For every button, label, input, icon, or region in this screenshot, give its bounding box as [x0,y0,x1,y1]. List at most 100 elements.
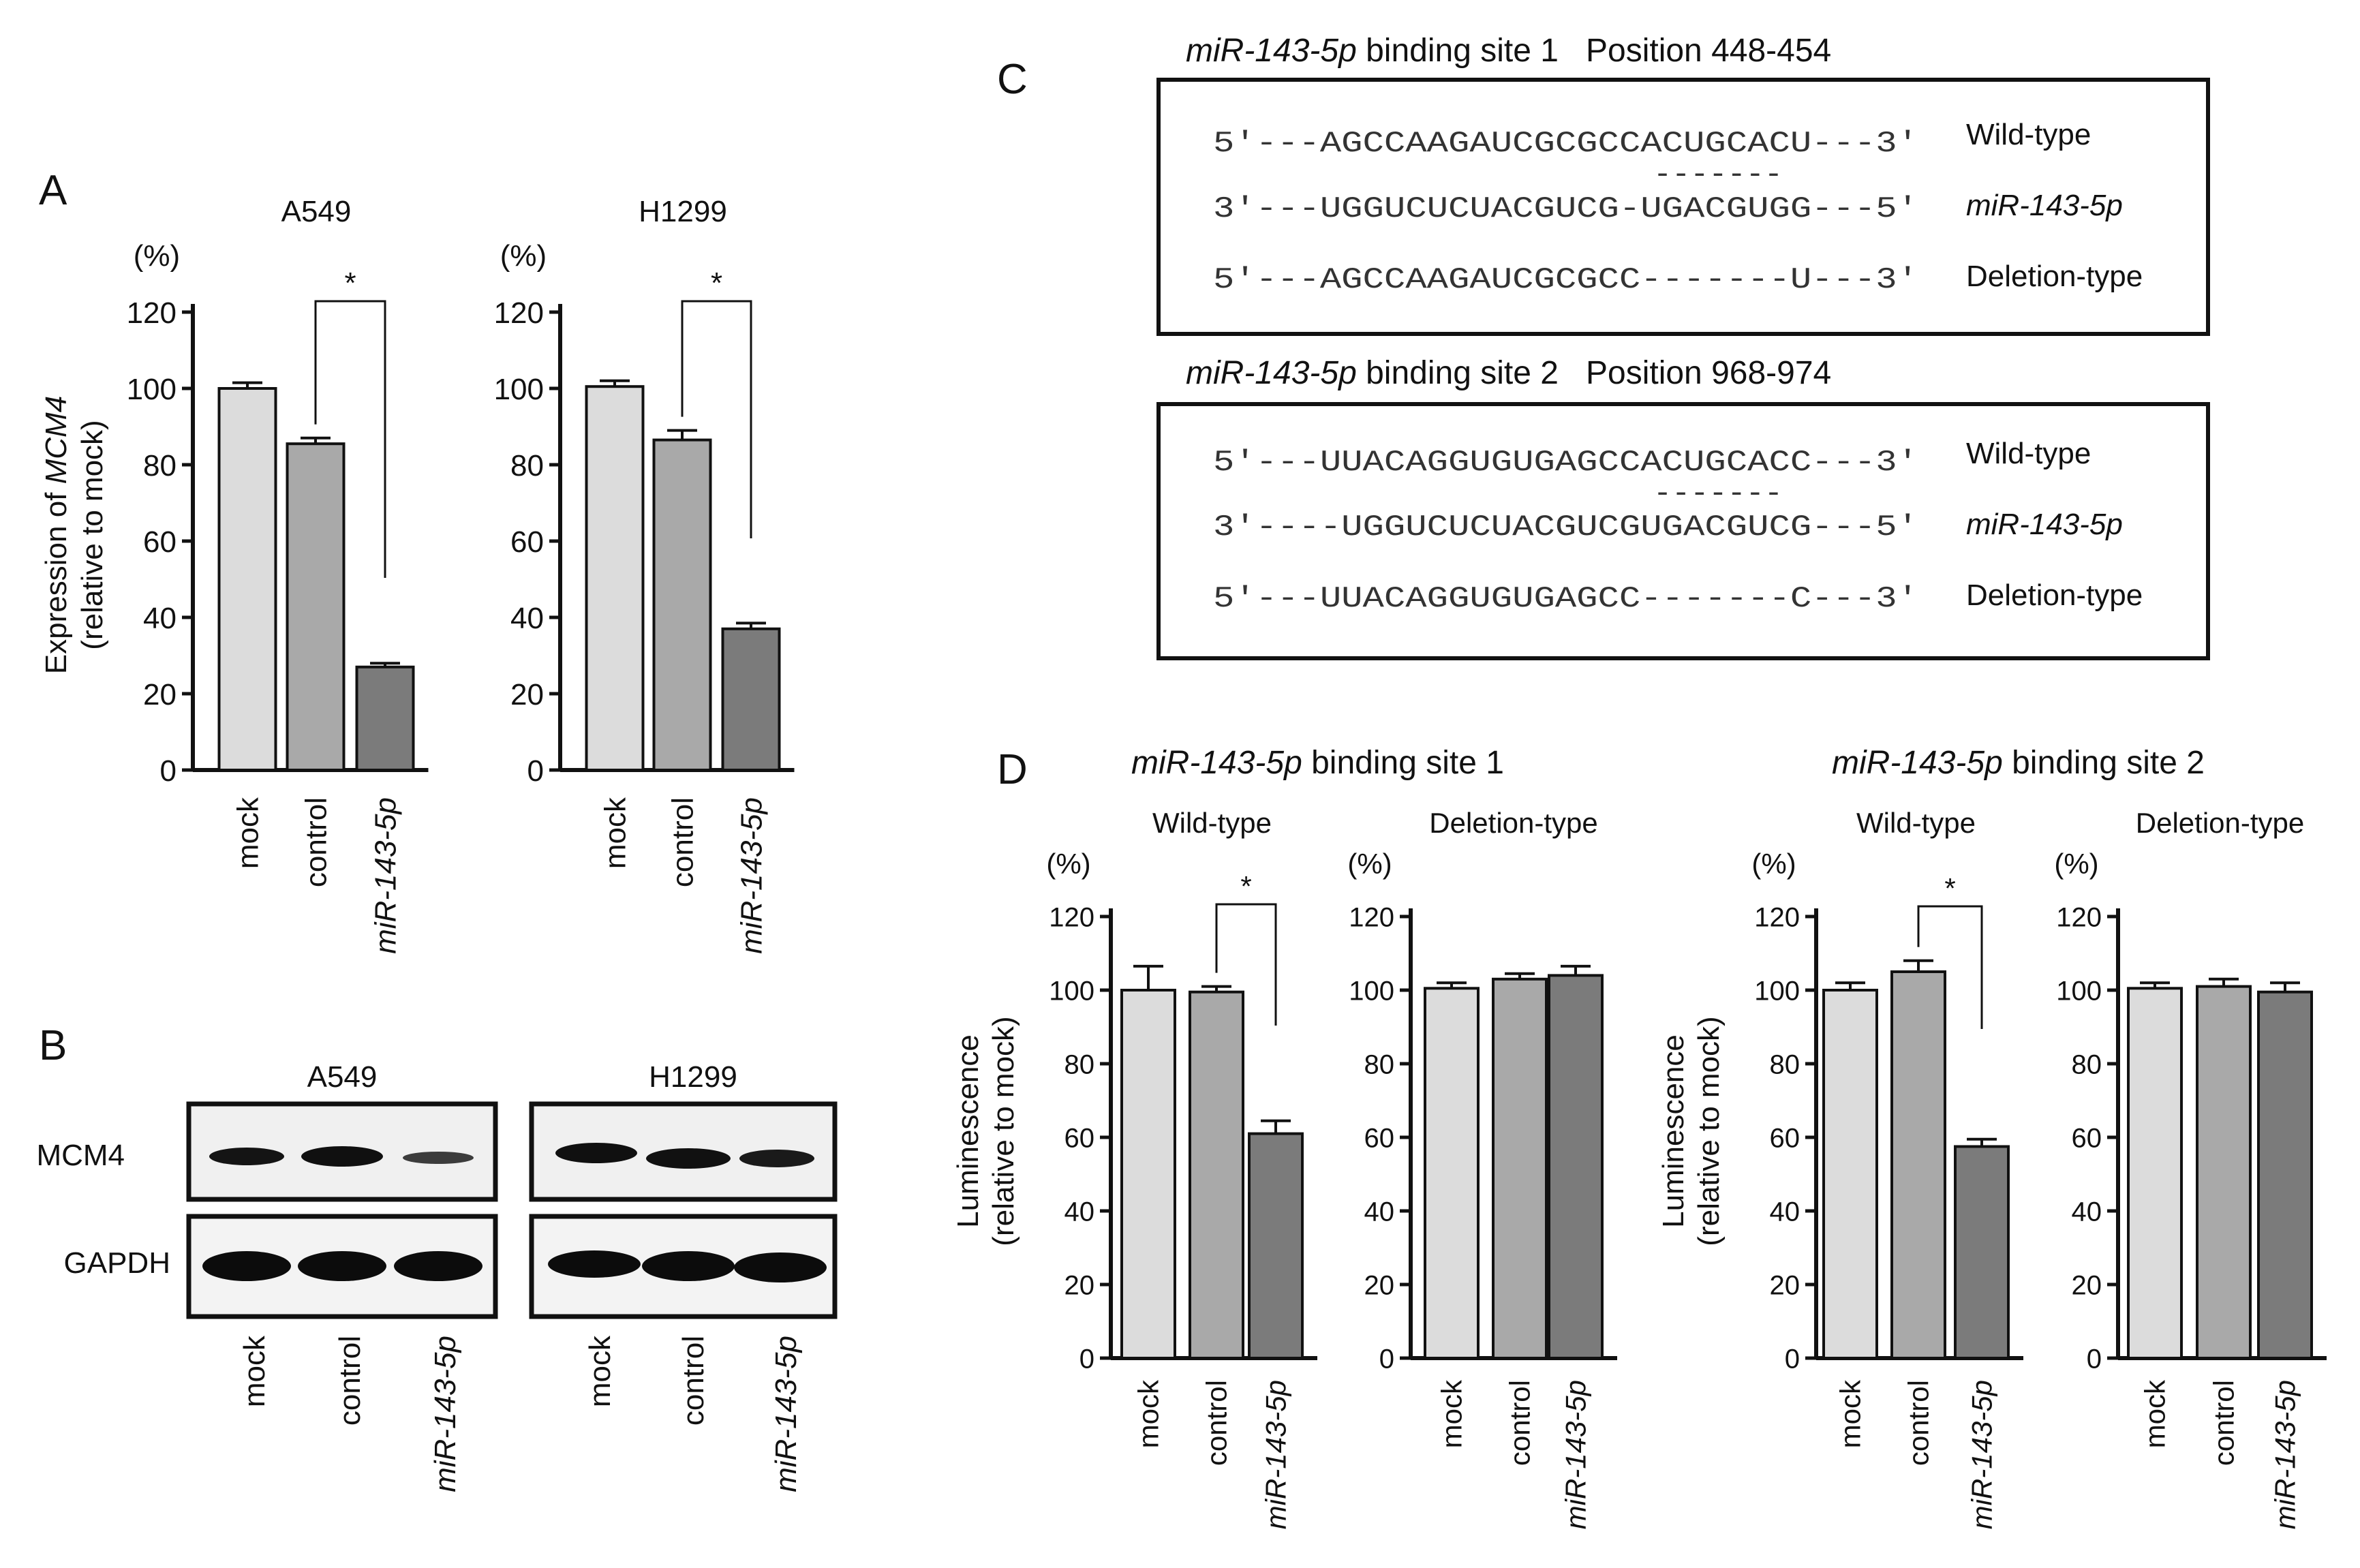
y-tick-label: 20 [2072,1270,2102,1300]
bar-mock [1424,987,1480,1360]
panel-label-c: C [997,56,1028,103]
bar-control [1890,970,1946,1359]
panel-a-ylabel-1: Expression of MCM4 [40,396,73,674]
chart-a-a549: A549 (%) 0 20 40 60 80 100 120 mock control miR-143… [127,195,429,954]
ylabel-prefix: Expression of [40,484,73,674]
y-tick-label: 120 [1754,902,1800,932]
x-tick-label: control [666,797,699,887]
y-tick-label: 40 [1770,1197,1800,1227]
bar-mir-143-5p [355,665,415,771]
bar-mir-143-5p [1548,974,1604,1359]
significance-star: * [711,266,722,300]
y-tick-label: 80 [143,449,177,482]
bar-control [1492,977,1548,1360]
y-tick-label: 40 [1364,1197,1395,1227]
site2-label-del: Deletion-type [1966,579,2143,612]
y-tick-label: 0 [160,754,177,788]
y-tick-label: 20 [1770,1270,1800,1300]
panel-d-group2-title: miR-143-5p binding site 2 [1832,745,2205,781]
blot-lane-a549-control: control [333,1336,367,1426]
site1-label-mir: miR-143-5p [1966,189,2123,222]
y-tick-label: 0 [1079,1344,1094,1374]
significance-bracket [1215,903,1277,1026]
y-unit-label: (%) [500,239,547,273]
site2-seq-mir: 3′----UGGUCUCUACGUCGUGACGUCG---5′ [1213,510,1918,544]
bar-mir-143-5p [1954,1145,2010,1359]
y-tick-label: 60 [143,525,177,559]
y-tick-label: 20 [1064,1270,1095,1300]
site1-box [1156,78,2210,336]
chart-title: Wild-type [1856,807,1976,839]
x-tick-label: control [2208,1380,2240,1466]
site1-title-mir: miR-143-5p [1186,33,1357,69]
bar-control [652,438,712,771]
bar-mock [2127,987,2183,1360]
y-tick-label: 120 [127,296,177,330]
y-tick-label: 100 [1754,976,1800,1006]
panel-c: miR-143-5p binding site 1 Position 448-4… [1156,33,2210,660]
y-tick-label: 0 [2087,1344,2102,1374]
y-tick-label: 40 [1064,1197,1095,1227]
x-tick-label: mock [1835,1379,1867,1448]
y-unit-label: (%) [1347,848,1392,880]
y-tick-label: 60 [1064,1123,1095,1153]
chart-d-site1-wild: Wild-type (%) 0 20 40 60 80 100 120 mock control mi… [1046,807,1317,1529]
y-unit-label: (%) [1751,848,1796,880]
chart-a-h1299: H1299 (%) 0 20 40 60 80 100 120 mock control miR-14… [494,195,795,954]
band-a549-gapdh-mock [202,1251,291,1281]
significance-star: * [344,266,356,300]
x-tick-label: miR-143-5p [1560,1380,1592,1529]
y-unit-label: (%) [134,239,180,273]
y-tick-label: 120 [494,296,544,330]
bar-mock [1822,989,1878,1359]
site1-seq-mir: 3′---UGGUCUCUACGUCG-UGACGUGG---5′ [1213,192,1918,226]
y-tick-label: 40 [510,602,544,635]
bar-mir-143-5p [1248,1132,1304,1359]
group1-mir: miR-143-5p [1131,745,1302,781]
y-tick-label: 120 [1049,902,1094,932]
ylabel-gene: MCM4 [40,396,73,485]
x-tick-label: mock [231,797,264,869]
y-tick-label: 0 [1785,1344,1800,1374]
y-unit-label: (%) [1046,848,1090,880]
significance-star: * [1944,872,1955,904]
site1-title-rest: binding site 1 Position 448-454 [1357,33,1831,69]
bar-mock [217,387,277,771]
y-tick-label: 100 [2056,976,2102,1006]
site2-title-rest: binding site 2 Position 968-974 [1357,355,1831,391]
y-tick-label: 40 [2072,1197,2102,1227]
chart-title: Deletion-type [2136,807,2304,839]
significance-star: * [1240,870,1251,902]
x-tick-label: mock [598,797,632,869]
y-tick-label: 20 [143,678,177,711]
x-tick-label: mock [1436,1379,1468,1448]
panel-b: A549 H1299 MCM4 GAPDH mock control miR-1… [36,1060,838,1492]
bar-control [1189,990,1244,1359]
x-tick-label: control [1201,1380,1233,1466]
y-tick-label: 20 [1364,1270,1395,1300]
site1-label-del: Deletion-type [1966,260,2143,293]
panel-d-ylabel2-rel: (relative to mock) [1692,1016,1726,1246]
chart-title: Deletion-type [1429,807,1597,839]
bar-mock [585,385,645,771]
significance-bracket [681,300,752,538]
blot-title-h1299: H1299 [649,1060,737,1094]
panel-a: Expression of MCM4 (relative to mock) A5… [40,195,795,954]
bar-mir-143-5p [2257,990,2313,1359]
panel-a-ylabel-2: (relative to mock) [76,420,109,649]
x-tick-label: miR-143-5p [369,797,402,954]
panel-d-ylabel2-top: Luminescence [1657,1034,1690,1228]
x-tick-label: miR-143-5p [2269,1380,2301,1529]
group2-rest: binding site 2 [2003,745,2205,781]
panel-label-a: A [39,167,67,214]
panel-label-b: B [39,1022,67,1069]
x-tick-label: mock [1133,1379,1165,1448]
site2-label-wild: Wild-type [1966,437,2091,470]
band-a549-gapdh-mir [394,1251,482,1281]
panel-d-ylabel1-rel: (relative to mock) [987,1016,1020,1246]
bar-control [286,442,346,771]
site2-title-mir: miR-143-5p [1186,355,1357,391]
site2-seq-del: 5′---UUACAGGUGUGAGCC-------C---3′ [1213,582,1918,616]
chart-title: Wild-type [1152,807,1272,839]
y-tick-label: 120 [1349,902,1394,932]
